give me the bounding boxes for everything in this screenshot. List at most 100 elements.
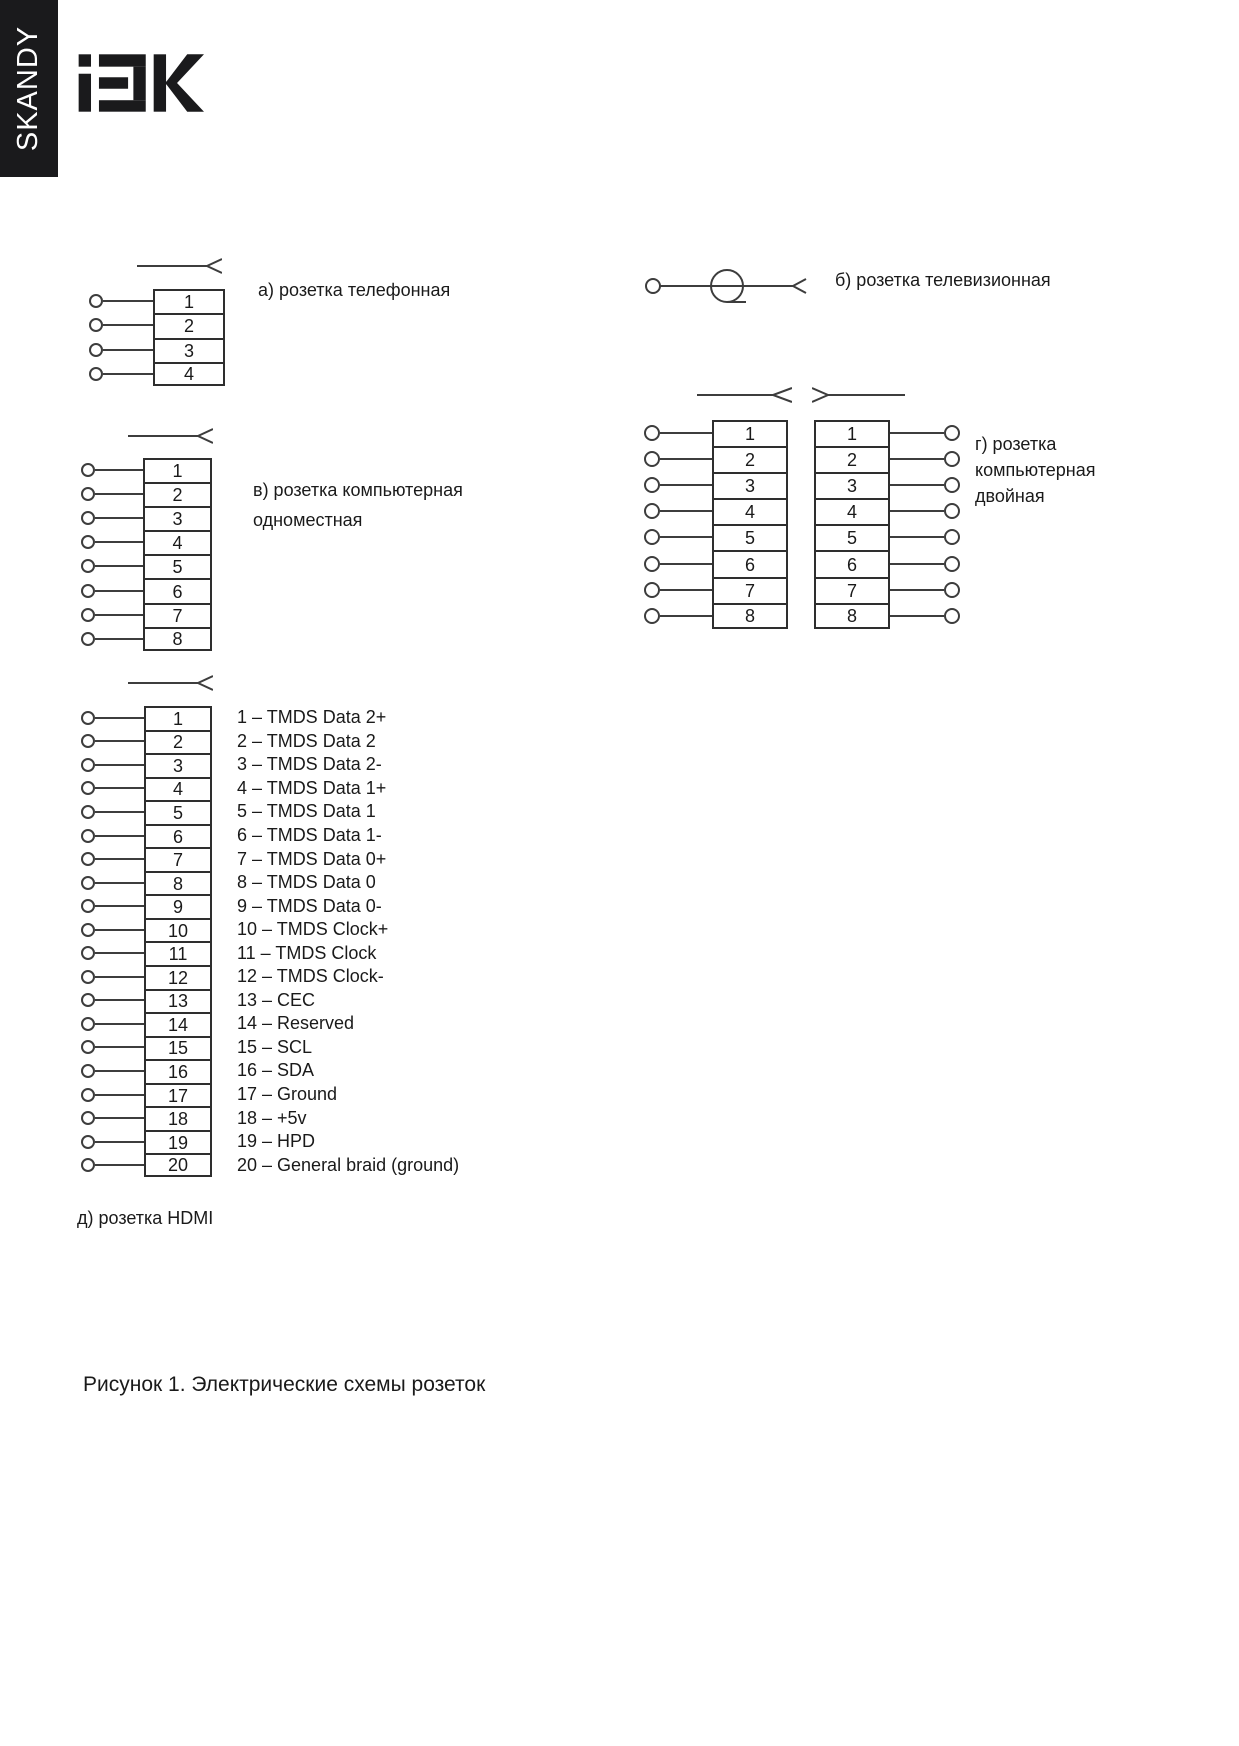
pin-row: 17 17 – Ground	[81, 1082, 459, 1107]
pin-cell: 5	[143, 554, 212, 579]
wire-line	[890, 484, 944, 487]
wire-line	[890, 614, 944, 617]
terminal-circle-icon	[81, 969, 95, 984]
terminal-circle-icon	[644, 477, 660, 494]
wire-line	[95, 1164, 144, 1167]
terminal-circle-icon	[89, 342, 103, 357]
pin-row: 1	[644, 420, 788, 447]
pin-row: 7 7 – TMDS Data 0+	[81, 847, 459, 871]
pin-row: 5 5 – TMDS Data 1	[81, 800, 459, 824]
wire-line	[95, 1117, 144, 1120]
pin-row: 10 10 – TMDS Clock+	[81, 917, 459, 942]
plug-arrow-icon	[128, 428, 213, 444]
telephone-pin-table: 1 2 3 4	[89, 289, 225, 387]
pin-row: 13 13 – CEC	[81, 988, 459, 1013]
wire-line	[103, 348, 153, 351]
terminal-circle-icon	[81, 463, 95, 478]
pin-cell: 7	[144, 847, 212, 871]
wire-line	[95, 1022, 144, 1025]
terminal-circle-icon	[944, 555, 960, 572]
terminal-circle-icon	[81, 804, 95, 819]
pin-row: 12 12 – TMDS Clock-	[81, 965, 459, 989]
pin-row: 5	[644, 524, 788, 551]
pin-description: 3 – TMDS Data 2-	[237, 754, 382, 775]
terminal-circle-icon	[81, 734, 95, 749]
wire-line	[660, 432, 712, 435]
pin-cell: 6	[814, 550, 890, 577]
wire-line	[660, 588, 712, 591]
pin-cell: 3	[143, 506, 212, 531]
pin-row: 6 6 – TMDS Data 1-	[81, 823, 459, 848]
pin-description: 18 – +5v	[237, 1107, 307, 1128]
pin-row: 18 18 – +5v	[81, 1106, 459, 1130]
pin-row: 2 2 – TMDS Data 2	[81, 729, 459, 754]
terminal-circle-icon	[944, 425, 960, 442]
wire-line	[95, 716, 144, 719]
terminal-circle-icon	[944, 451, 960, 468]
pin-cell: 1	[814, 420, 890, 447]
pin-row: 4	[814, 498, 960, 525]
wire-line	[95, 517, 143, 520]
pin-row: 1	[81, 458, 212, 483]
wire-line	[95, 810, 144, 813]
computer-single-pin-table: 1 2 3 4 5 6 7 8	[81, 458, 212, 651]
pin-cell: 2	[144, 729, 212, 754]
pin-cell: 5	[144, 800, 212, 824]
pin-cell: 18	[144, 1106, 212, 1130]
pin-row: 8	[81, 626, 212, 651]
terminal-circle-icon	[89, 294, 103, 309]
pin-row: 7	[814, 576, 960, 603]
pin-row: 6	[814, 550, 960, 577]
pin-row: 3	[814, 472, 960, 499]
wire-line	[660, 536, 712, 539]
wire-line	[103, 373, 153, 376]
pin-cell: 10	[144, 917, 212, 942]
pin-cell: 8	[144, 870, 212, 895]
iek-logo	[78, 54, 204, 112]
terminal-circle-icon	[81, 710, 95, 725]
terminal-circle-icon	[81, 487, 95, 502]
pin-row: 19 19 – HPD	[81, 1129, 459, 1154]
pin-cell: 17	[144, 1082, 212, 1107]
pin-row: 8 8 – TMDS Data 0	[81, 870, 459, 895]
pin-row: 15 15 – SCL	[81, 1035, 459, 1060]
pin-description: 20 – General braid (ground)	[237, 1154, 460, 1175]
pin-cell: 3	[712, 472, 788, 499]
terminal-circle-icon	[81, 828, 95, 843]
wire-line	[95, 763, 144, 766]
terminal-circle-icon	[81, 922, 95, 937]
pin-cell: 4	[153, 361, 225, 387]
pin-row: 3	[89, 337, 225, 362]
pin-row: 16 16 – SDA	[81, 1059, 459, 1083]
pin-cell: 7	[814, 576, 890, 603]
wire-line	[95, 1093, 144, 1096]
terminal-circle-icon	[81, 559, 95, 574]
pin-cell: 6	[144, 823, 212, 848]
pin-cell: 5	[814, 524, 890, 551]
pin-row: 8	[814, 602, 960, 629]
label-line: двойная	[975, 486, 1045, 506]
pin-cell: 3	[144, 753, 212, 777]
wire-line	[95, 1140, 144, 1143]
pin-cell: 2	[153, 313, 225, 338]
terminal-circle-icon	[644, 581, 660, 598]
terminal-circle-icon	[644, 607, 660, 624]
pin-cell: 6	[143, 578, 212, 603]
pin-cell: 4	[814, 498, 890, 525]
plug-arrow-icon-mirrored	[812, 387, 905, 403]
wire-line	[660, 484, 712, 487]
wire-line	[95, 975, 144, 978]
pin-cell: 1	[153, 289, 225, 314]
wire-line	[95, 834, 144, 837]
pin-description: 13 – CEC	[237, 989, 316, 1010]
wire-line	[95, 999, 144, 1002]
computer-single-label: в) розетка компьютерная одноместная	[253, 475, 463, 535]
terminal-circle-icon	[944, 477, 960, 494]
plug-arrow-icon	[137, 258, 222, 274]
pin-cell: 20	[144, 1153, 212, 1177]
terminal-circle-icon	[81, 631, 95, 646]
pin-cell: 3	[814, 472, 890, 499]
series-vertical-label: SKANDY	[12, 25, 45, 152]
computer-double-label: г) розетка компьютерная двойная	[975, 431, 1095, 509]
pin-description: 9 – TMDS Data 0-	[237, 895, 382, 916]
